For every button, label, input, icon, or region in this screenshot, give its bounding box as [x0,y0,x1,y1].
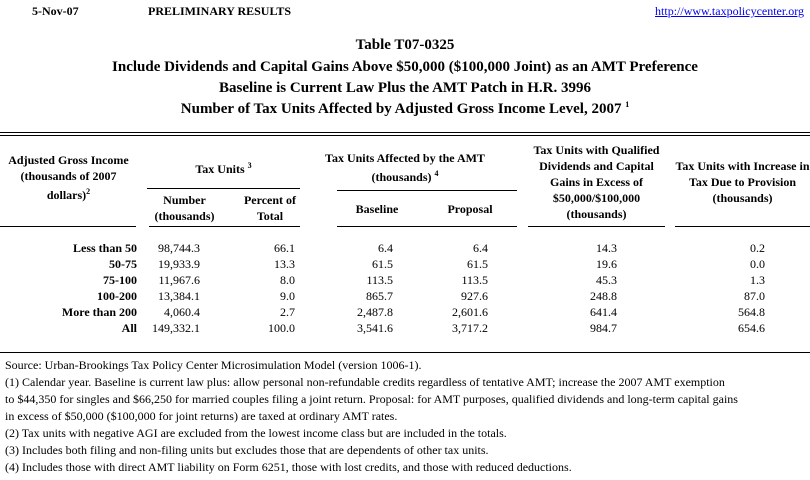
cell-number: 98,744.3 [158,241,200,255]
cell-qualified: 45.3 [596,273,617,287]
table-title: Include Dividends and Capital Gains Abov… [112,59,698,75]
cell-percent: 100.0 [268,321,295,335]
cell-label: All [121,321,137,335]
cell-increase: 564.8 [738,305,765,319]
cell-qualified: 14.3 [596,241,617,255]
cell-percent: 13.3 [274,257,295,271]
cell-number: 19,933.9 [158,257,200,271]
cell-increase: 1.3 [750,273,765,287]
cell-increase: 0.2 [750,241,765,255]
cell-label: 100-200 [97,289,137,303]
footnote: (4) Includes those with direct AMT liabi… [5,460,572,474]
cell-baseline: 6.4 [378,241,393,255]
cell-percent: 66.1 [274,241,295,255]
header-percent: Percent of Total [243,193,297,223]
cell-proposal: 3,717.2 [452,321,488,335]
cell-percent: 2.7 [280,305,295,319]
footnote: (1) Calendar year. Baseline is current l… [5,375,725,389]
footnote: (3) Includes both filing and non-filing … [5,443,489,457]
cell-label: 75-100 [103,273,137,287]
cell-baseline: 61.5 [372,257,393,271]
cell-qualified: 641.4 [590,305,617,319]
cell-proposal: 113.5 [461,273,488,287]
table-subtitle: Number of Tax Units Affected by Adjusted… [180,100,630,117]
cell-label: Less than 50 [72,241,137,255]
footnote: to $44,350 for singles and $66,250 for m… [5,392,738,406]
footnote: Source: Urban-Brookings Tax Policy Cente… [5,358,422,372]
cell-baseline: 3,541.6 [357,321,393,335]
cell-qualified: 984.7 [590,321,617,335]
header-number: Number (thousands) [154,193,215,223]
cell-baseline: 865.7 [366,289,393,303]
cell-baseline: 2,487.8 [357,305,393,319]
header-baseline: Baseline [355,202,399,216]
table-baseline: Baseline is Current Law Plus the AMT Pat… [219,80,591,96]
header-tax-units: Tax Units 3 [195,161,252,176]
status-label: PRELIMINARY RESULTS [148,4,292,18]
cell-number: 13,384.1 [158,289,200,303]
date: 5-Nov-07 [32,4,79,18]
cell-baseline: 113.5 [366,273,393,287]
cell-proposal: 2,601.6 [452,305,488,319]
cell-proposal: 927.6 [461,289,488,303]
header-increase: Tax Units with Increase in Tax Due to Pr… [675,159,810,205]
cell-label: More than 200 [61,305,137,319]
cell-percent: 8.0 [280,273,295,287]
cell-number: 149,332.1 [152,321,200,335]
table-id: Table T07-0325 [355,37,455,53]
cell-qualified: 248.8 [590,289,617,303]
cell-increase: 654.6 [738,321,765,335]
tpc-link[interactable]: http://www.taxpolicycenter.org [655,4,804,18]
header-agi: Adjusted Gross Income (thousands of 2007… [8,153,129,202]
cell-increase: 87.0 [744,289,765,303]
cell-label: 50-75 [109,257,137,271]
header-qualified: Tax Units with Qualified Dividends and C… [533,143,660,221]
cell-qualified: 19.6 [596,257,617,271]
footnote: (2) Tax units with negative AGI are excl… [5,426,507,440]
header-amt: Tax Units Affected by the AMT (thousands… [325,151,485,184]
cell-number: 4,060.4 [164,305,200,319]
footnote: in excess of $50,000 ($100,000 for joint… [5,409,398,423]
cell-proposal: 6.4 [473,241,488,255]
cell-increase: 0.0 [750,257,765,271]
cell-percent: 9.0 [280,289,295,303]
cell-proposal: 61.5 [467,257,488,271]
cell-number: 11,967.6 [158,273,200,287]
header-proposal: Proposal [447,202,493,216]
